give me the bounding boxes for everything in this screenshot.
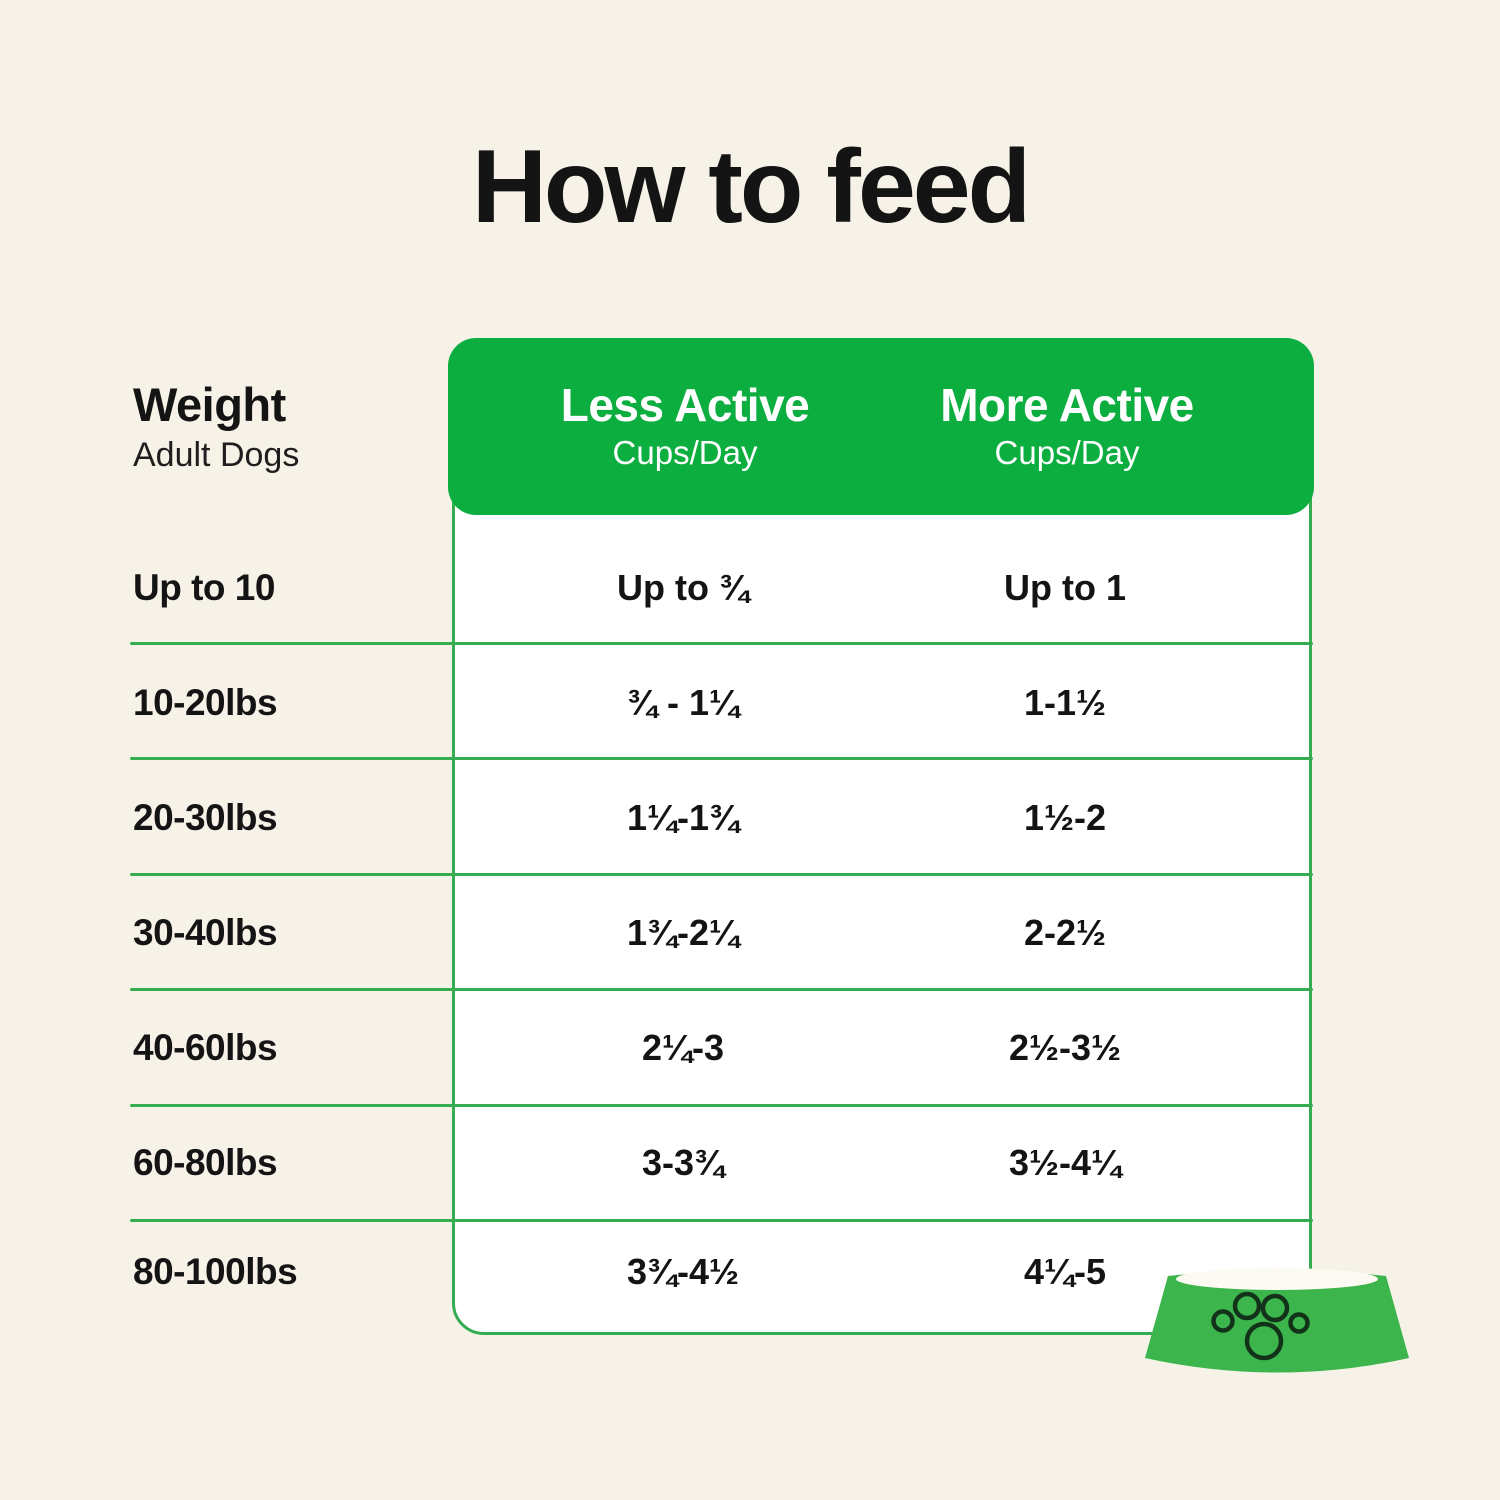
more-active-cell: 3½-4¼: [1008, 1142, 1122, 1183]
less-active-cell: 3-3¾: [641, 1142, 725, 1183]
weight-header-subtitle: Adult Dogs: [133, 436, 300, 474]
more-active-cell: 2½-3½: [1008, 1027, 1122, 1068]
less-active-cell: ¾ - 1¼: [626, 682, 740, 723]
table-row: 20-30lbs 1¼-1¾ 1½-2: [0, 791, 1500, 845]
weight-cell: 80-100lbs: [133, 1251, 298, 1292]
table-row: 30-40lbs 1¾-2¼ 2-2½: [0, 906, 1500, 960]
table-row: 60-80lbs 3-3¾ 3½-4¼: [0, 1136, 1500, 1190]
more-active-cell: Up to 1: [1004, 567, 1126, 608]
column-header-less-active: Less Active Cups/Day: [525, 378, 845, 474]
column-header-sublabel: Cups/Day: [612, 434, 758, 471]
row-divider: [130, 988, 1313, 991]
row-divider: [130, 1104, 1313, 1107]
more-active-cell: 1½-2: [1023, 797, 1107, 838]
row-divider: [130, 642, 1313, 645]
less-active-cell: 3¾-4½: [626, 1251, 740, 1292]
feeding-table-header: Less Active Cups/Day More Active Cups/Da…: [448, 338, 1314, 515]
row-divider: [130, 1219, 1313, 1222]
paw-print-icon: [1211, 1291, 1310, 1361]
less-active-cell: 1¼-1¾: [626, 797, 740, 838]
table-row: Up to 10 Up to ¾ Up to 1: [0, 561, 1500, 615]
column-header-more-active: More Active Cups/Day: [907, 378, 1227, 474]
weight-cell: 30-40lbs: [133, 912, 278, 953]
weight-cell: Up to 10: [133, 567, 275, 608]
more-active-cell: 1-1½: [1023, 682, 1107, 723]
weight-cell: 60-80lbs: [133, 1142, 278, 1183]
column-header-label: More Active: [940, 379, 1194, 431]
weight-header-title: Weight: [133, 378, 286, 431]
weight-column-header: Weight Adult Dogs: [133, 378, 299, 478]
less-active-cell: 2¼-3: [641, 1027, 725, 1068]
column-header-sublabel: Cups/Day: [994, 434, 1140, 471]
row-divider: [130, 757, 1313, 760]
less-active-cell: 1¾-2¼: [626, 912, 740, 953]
column-header-label: Less Active: [560, 379, 810, 431]
more-active-cell: 2-2½: [1023, 912, 1107, 953]
weight-cell: 40-60lbs: [133, 1027, 278, 1068]
less-active-cell: Up to ¾: [617, 567, 749, 608]
weight-cell: 10-20lbs: [133, 682, 278, 723]
page-title: How to feed: [471, 129, 1031, 245]
table-row: 10-20lbs ¾ - 1¼ 1-1½: [0, 676, 1500, 730]
table-row: 40-60lbs 2¼-3 2½-3½: [0, 1021, 1500, 1075]
table-row: 80-100lbs 3¾-4½ 4¼-5: [0, 1245, 1500, 1299]
weight-cell: 20-30lbs: [133, 797, 278, 838]
row-divider: [130, 873, 1313, 876]
more-active-cell: 4¼-5: [1023, 1251, 1107, 1292]
dog-bowl-icon: [1145, 1268, 1409, 1373]
bowl-rim: [1176, 1268, 1378, 1290]
